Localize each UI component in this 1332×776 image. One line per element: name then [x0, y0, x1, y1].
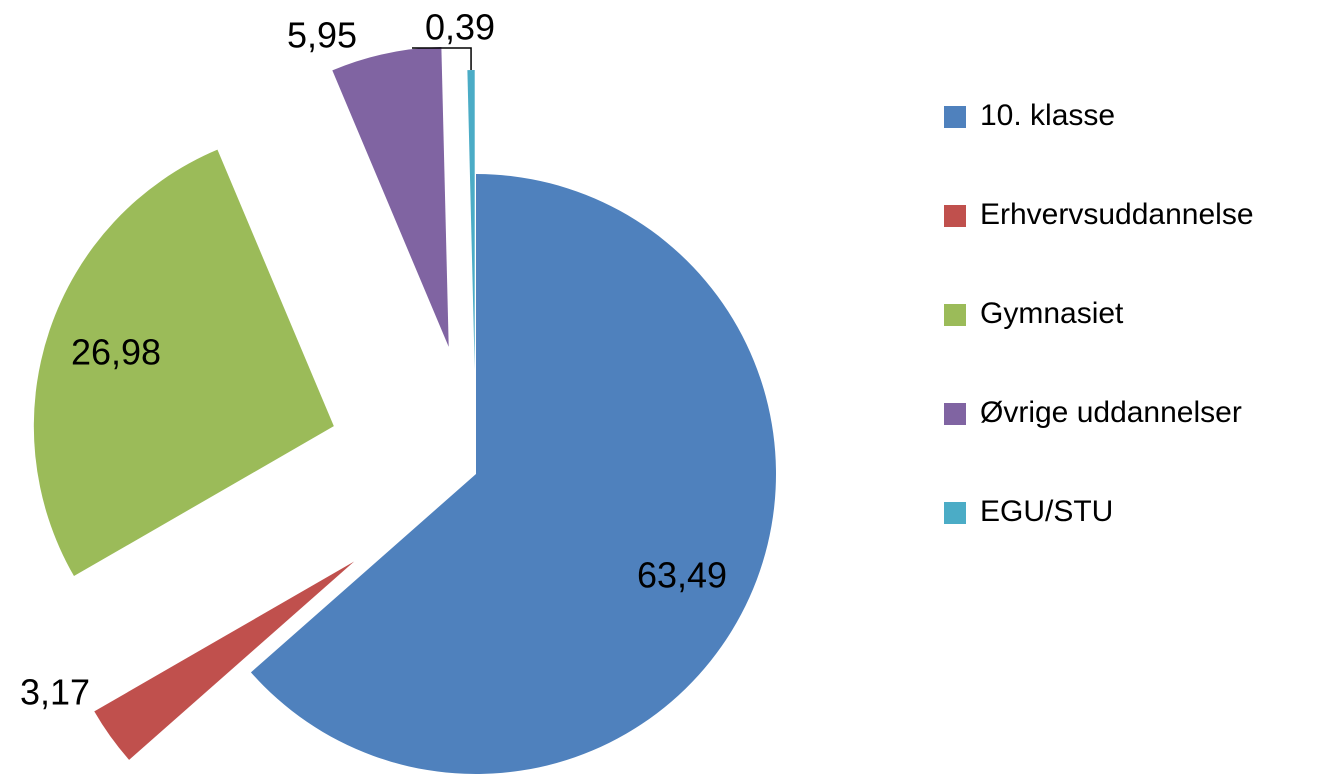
legend-label: 10. klasse — [980, 99, 1115, 132]
pie-slice — [467, 70, 475, 371]
legend-label: Gymnasiet — [980, 297, 1124, 330]
pie-slice — [332, 46, 449, 347]
leader-line — [412, 47, 472, 71]
legend-label: Erhvervsuddannelse — [980, 198, 1254, 231]
data-label: 26,98 — [71, 332, 161, 373]
data-label: 0,39 — [425, 7, 495, 48]
legend-swatch — [944, 403, 966, 425]
legend-label: Øvrige uddannelser — [980, 396, 1242, 429]
data-label: 3,17 — [20, 672, 90, 713]
pie-slice — [250, 174, 777, 775]
pie-slice — [94, 561, 355, 760]
pie-slice — [33, 149, 334, 577]
data-label: 63,49 — [637, 555, 727, 596]
legend-swatch — [944, 304, 966, 326]
legend-swatch — [944, 502, 966, 524]
legend-swatch — [944, 205, 966, 227]
legend-swatch — [944, 106, 966, 128]
data-label: 5,95 — [287, 15, 357, 56]
legend-label: EGU/STU — [980, 495, 1113, 528]
